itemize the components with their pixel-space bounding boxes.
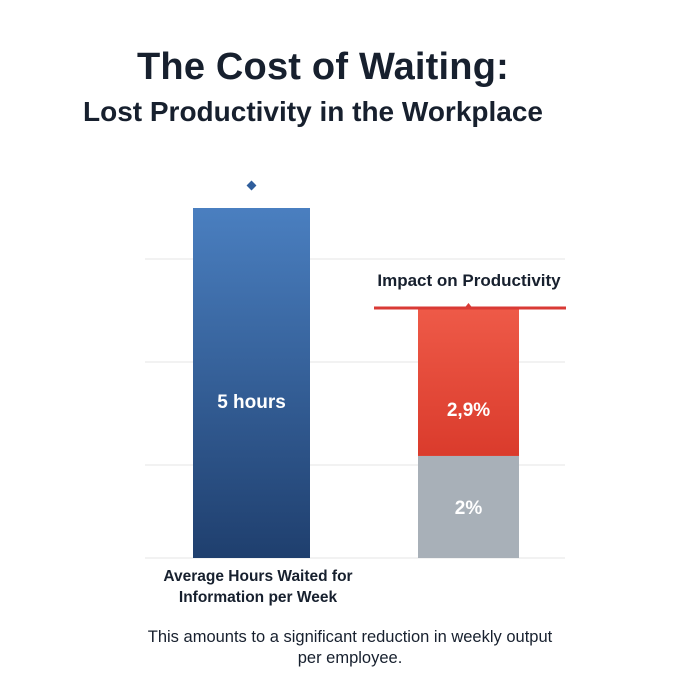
bar-labels: 5 hours 2% 2,9%	[217, 392, 490, 519]
chart-subtitle: Lost Productivity in the Workplace	[82, 96, 543, 127]
bars	[193, 180, 519, 558]
bar-segment-impact	[418, 308, 519, 456]
x-category-label: Average Hours Waited for Information per…	[163, 568, 353, 606]
bar-label-hours: 5 hours	[217, 392, 286, 413]
bar-label-impact: 2,9%	[447, 400, 490, 421]
bar-segment-base	[418, 455, 519, 558]
annotations: Impact on Productivity	[374, 271, 566, 310]
bar-hours-waited	[193, 208, 310, 558]
bar-top-marker	[246, 180, 257, 191]
impact-annotation-label: Impact on Productivity	[377, 271, 561, 290]
bar-label-base: 2%	[455, 498, 483, 519]
chart-title: The Cost of Waiting:	[137, 46, 509, 88]
impact-marker	[464, 303, 473, 308]
footnote: This amounts to a significant reduction …	[147, 628, 553, 667]
